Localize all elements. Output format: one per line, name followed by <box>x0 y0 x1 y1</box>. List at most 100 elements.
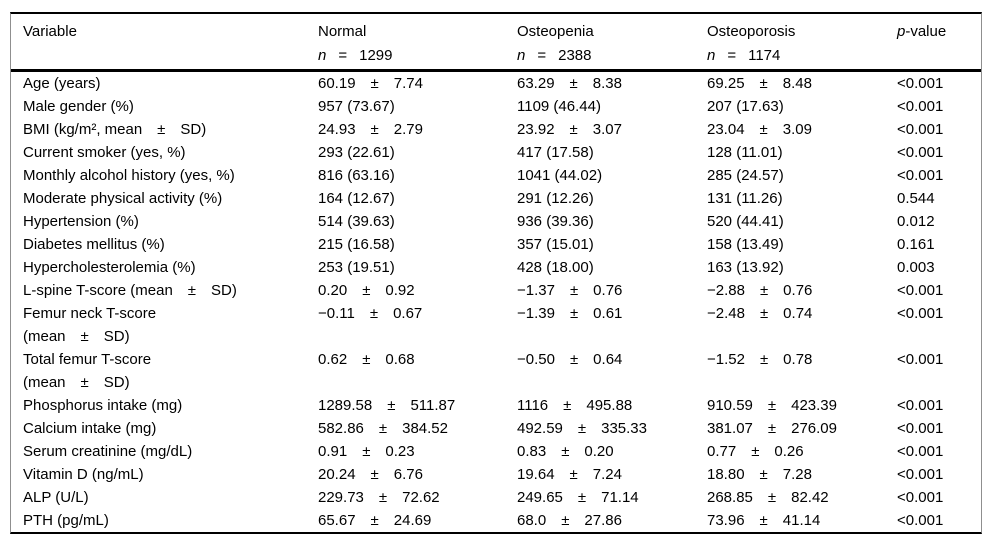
comparison-table: Variable Normal n = 1299 Osteopenia n = 2388… <box>10 12 982 534</box>
value-osteoporosis: 163 (13.92) <box>707 259 784 276</box>
value-normal: 1289.58 ± 511.87 <box>318 397 456 414</box>
equals-sign: = <box>727 47 737 64</box>
value-osteoporosis: 910.59 ± 423.39 <box>707 397 837 414</box>
table-row: Total femur T-score (mean ± SD) 0.62 ± 0.… <box>11 348 981 394</box>
table-row: Phosphorus intake (mg) 1289.58 ± 511.87 11… <box>11 394 981 417</box>
value-osteopenia: 1109 (46.44) <box>517 98 601 115</box>
table-row: Hypertension (%) 514 (39.63) 936 (39.36) 52… <box>11 210 981 233</box>
value-osteoporosis: 520 (44.41) <box>707 213 784 230</box>
table-row: Monthly alcohol history (yes, %) 816 (63.… <box>11 164 981 187</box>
table-row: Serum creatinine (mg/dL) 0.91 ± 0.23 0.83 … <box>11 440 981 463</box>
value-osteoporosis: 18.80 ± 7.28 <box>707 466 812 483</box>
equals-sign: = <box>537 47 547 64</box>
equals-sign: = <box>338 47 348 64</box>
row-pvalue: <0.001 <box>897 512 944 529</box>
row-pvalue: <0.001 <box>897 351 944 368</box>
value-normal: 24.93 ± 2.79 <box>318 121 423 138</box>
value-normal: 0.20 ± 0.92 <box>318 282 415 299</box>
row-variable: L-spine T-score (mean ± SD) <box>23 282 237 299</box>
header-normal-n: n = 1299 <box>318 43 517 72</box>
row-variable: Current smoker (yes, %) <box>23 144 186 161</box>
p-symbol: p <box>897 23 906 40</box>
table-row: Moderate physical activity (%) 164 (12.67… <box>11 187 981 210</box>
value-osteoporosis: −2.48 ± 0.74 <box>707 305 813 322</box>
value-osteoporosis: 128 (11.01) <box>707 144 783 161</box>
row-pvalue: <0.001 <box>897 489 944 506</box>
value-osteoporosis: 0.77 ± 0.26 <box>707 443 804 460</box>
table-row: Calcium intake (mg) 582.86 ± 384.52 492.59… <box>11 417 981 440</box>
header-variable: Variable <box>23 14 318 72</box>
row-pvalue: 0.003 <box>897 259 935 276</box>
table-row: ALP (U/L) 229.73 ± 72.62 249.65 ± 71.14 268… <box>11 486 981 509</box>
row-variable: PTH (pg/mL) <box>23 512 109 529</box>
row-variable: Hypercholesterolemia (%) <box>23 259 196 276</box>
value-osteoporosis: −1.52 ± 0.78 <box>707 351 813 368</box>
value-normal: 582.86 ± 384.52 <box>318 420 448 437</box>
value-normal: 164 (12.67) <box>318 190 395 207</box>
value-normal: −0.11 ± 0.67 <box>318 305 423 322</box>
value-osteoporosis: 381.07 ± 276.09 <box>707 420 837 437</box>
normal-n-count: 1299 <box>359 47 393 64</box>
n-symbol: n <box>517 47 526 64</box>
header-osteoporosis-n: n = 1174 <box>707 43 897 72</box>
row-variable: Vitamin D (ng/mL) <box>23 466 144 483</box>
value-normal: 20.24 ± 6.76 <box>318 466 423 483</box>
value-osteoporosis: 158 (13.49) <box>707 236 784 253</box>
value-normal: 60.19 ± 7.74 <box>318 75 423 92</box>
row-pvalue: <0.001 <box>897 121 944 138</box>
row-variable: Hypertension (%) <box>23 213 139 230</box>
header-group-osteoporosis: Osteoporosis n = 1174 <box>707 14 897 72</box>
table-row: Vitamin D (ng/mL) 20.24 ± 6.76 19.64 ± 7.2… <box>11 463 981 486</box>
osteopenia-n-count: 2388 <box>558 47 592 64</box>
value-normal: 229.73 ± 72.62 <box>318 489 440 506</box>
table-row: BMI (kg/m², mean ± SD) 24.93 ± 2.79 23.92 … <box>11 118 981 141</box>
row-variable: Monthly alcohol history (yes, %) <box>23 167 235 184</box>
table-row: L-spine T-score (mean ± SD) 0.20 ± 0.92 −1… <box>11 279 981 302</box>
value-osteopenia: 19.64 ± 7.24 <box>517 466 622 483</box>
row-variable: Male gender (%) <box>23 98 134 115</box>
table-row: PTH (pg/mL) 65.67 ± 24.69 68.0 ± 27.86 73.9… <box>11 509 981 532</box>
value-normal: 0.91 ± 0.23 <box>318 443 415 460</box>
value-osteopenia: 68.0 ± 27.86 <box>517 512 622 529</box>
value-osteopenia: 1116 ± 495.88 <box>517 397 633 414</box>
value-osteoporosis: 285 (24.57) <box>707 167 784 184</box>
value-normal: 293 (22.61) <box>318 144 395 161</box>
table-row: Male gender (%) 957 (73.67) 1109 (46.44) 20… <box>11 95 981 118</box>
value-osteopenia: −1.39 ± 0.61 <box>517 305 623 322</box>
row-pvalue: 0.161 <box>897 236 935 253</box>
value-osteopenia: 1041 (44.02) <box>517 167 603 184</box>
row-variable: Phosphorus intake (mg) <box>23 397 183 414</box>
table-row: Hypercholesterolemia (%) 253 (19.51) 428 (… <box>11 256 981 279</box>
row-variable: Total femur T-score (mean ± SD) <box>23 351 152 391</box>
n-symbol: n <box>707 47 716 64</box>
value-normal: 0.62 ± 0.68 <box>318 351 415 368</box>
header-group-normal: Normal n = 1299 <box>318 14 517 72</box>
header-osteopenia-label: Osteopenia <box>517 23 594 40</box>
row-variable: Age (years) <box>23 75 101 92</box>
value-osteopenia: 291 (12.26) <box>517 190 594 207</box>
row-pvalue: <0.001 <box>897 443 944 460</box>
value-osteopenia: 428 (18.00) <box>517 259 594 276</box>
value-osteoporosis: 73.96 ± 41.14 <box>707 512 821 529</box>
row-variable: Diabetes mellitus (%) <box>23 236 165 253</box>
value-osteoporosis: 23.04 ± 3.09 <box>707 121 812 138</box>
header-osteoporosis-label: Osteoporosis <box>707 23 796 40</box>
header-variable-label: Variable <box>23 23 77 40</box>
table-body: Age (years) 60.19 ± 7.74 63.29 ± 8.38 69.25… <box>11 72 981 532</box>
row-variable: Femur neck T-score (mean ± SD) <box>23 305 157 345</box>
value-osteoporosis: −2.88 ± 0.76 <box>707 282 813 299</box>
row-pvalue: <0.001 <box>897 144 944 161</box>
row-pvalue: 0.012 <box>897 213 935 230</box>
table-row: Diabetes mellitus (%) 215 (16.58) 357 (15.… <box>11 233 981 256</box>
value-osteoporosis: 69.25 ± 8.48 <box>707 75 812 92</box>
value-osteopenia: 357 (15.01) <box>517 236 594 253</box>
value-osteoporosis: 131 (11.26) <box>707 190 783 207</box>
row-pvalue: <0.001 <box>897 397 944 414</box>
osteoporosis-n-count: 1174 <box>748 47 781 64</box>
row-pvalue: <0.001 <box>897 305 944 322</box>
row-pvalue: <0.001 <box>897 98 944 115</box>
pvalue-suffix: -value <box>905 23 947 40</box>
value-normal: 65.67 ± 24.69 <box>318 512 432 529</box>
table-row: Current smoker (yes, %) 293 (22.61) 417 (1… <box>11 141 981 164</box>
header-normal-label: Normal <box>318 23 367 40</box>
